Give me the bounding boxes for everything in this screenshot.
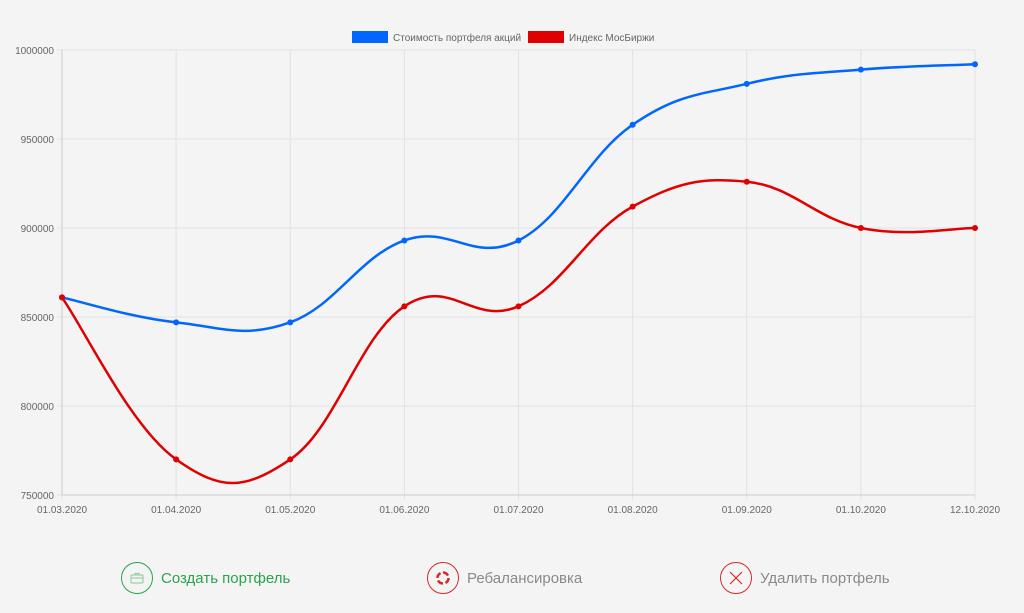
close-icon: [720, 562, 752, 594]
x-tick-label: 01.09.2020: [722, 505, 772, 516]
data-point: [59, 294, 65, 301]
delete-portfolio-label: Удалить портфель: [760, 569, 890, 587]
rebalance-label: Ребалансировка: [467, 569, 583, 587]
y-tick-label: 850000: [21, 313, 55, 324]
data-point: [173, 319, 180, 326]
series-line: [60, 179, 976, 485]
data-point: [287, 456, 294, 463]
x-tick-label: 01.03.2020: [37, 505, 87, 516]
create-portfolio-label: Создать портфель: [161, 569, 291, 587]
legend-label: Индекс МосБиржи: [569, 33, 654, 44]
x-tick-label: 01.10.2020: [836, 505, 886, 516]
x-tick-label: 01.08.2020: [608, 505, 658, 516]
rebalance-button[interactable]: Ребалансировка: [427, 560, 582, 596]
legend-swatch: [352, 31, 388, 43]
data-point: [401, 303, 408, 310]
data-point: [743, 178, 750, 185]
data-point: [629, 121, 636, 128]
y-tick-label: 800000: [21, 402, 55, 413]
rebalance-icon: [427, 562, 459, 594]
legend-swatch: [528, 31, 564, 43]
data-point: [287, 319, 294, 326]
data-point: [972, 225, 978, 231]
data-point: [515, 303, 522, 310]
data-point: [629, 203, 636, 210]
x-tick-label: 01.06.2020: [379, 505, 429, 516]
data-point: [401, 237, 408, 244]
x-tick-label: 01.05.2020: [265, 505, 315, 516]
data-point: [515, 237, 522, 244]
data-point: [743, 80, 750, 87]
briefcase-icon: [121, 562, 153, 594]
y-tick-label: 950000: [21, 135, 55, 146]
legend-label: Стоимость портфеля акций: [393, 32, 521, 44]
data-point: [857, 225, 864, 231]
x-tick-label: 01.07.2020: [493, 505, 543, 516]
data-point: [857, 66, 864, 73]
x-tick-label: 12.10.2020: [950, 505, 1000, 516]
x-tick-label: 01.04.2020: [151, 505, 201, 516]
y-tick-label: 900000: [21, 224, 55, 235]
data-point: [972, 61, 978, 68]
delete-portfolio-button[interactable]: Удалить портфель: [720, 560, 890, 596]
y-tick-label: 750000: [21, 491, 55, 502]
create-portfolio-button[interactable]: Создать портфель: [121, 560, 290, 596]
data-point: [173, 456, 180, 463]
line-chart: 750000 800000 850000 900000 950000 1000000 01.…: [15, 31, 1000, 516]
y-tick-label: 1000000: [15, 46, 54, 57]
